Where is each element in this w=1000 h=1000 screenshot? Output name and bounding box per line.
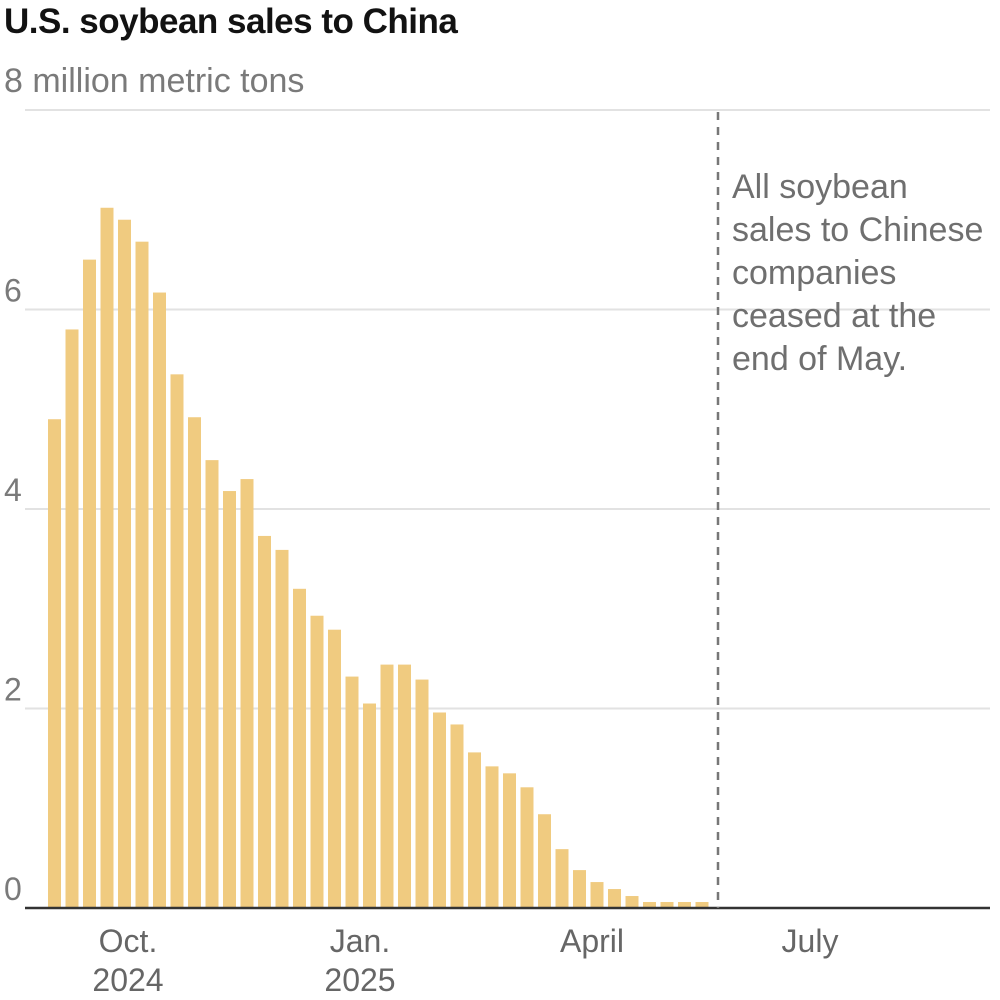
bar <box>310 615 324 908</box>
bar <box>503 773 516 908</box>
bar <box>660 902 674 908</box>
bar <box>153 292 166 909</box>
bar <box>678 902 691 908</box>
bar <box>258 535 271 908</box>
y-tick-label: 4 <box>4 472 22 508</box>
bar <box>485 766 499 908</box>
bar <box>573 870 586 908</box>
y-tick-label: 2 <box>4 672 22 708</box>
bar <box>188 417 201 908</box>
bar <box>520 787 534 908</box>
bar <box>135 241 149 909</box>
bar <box>415 679 429 908</box>
x-tick-label: Jan. <box>330 923 390 959</box>
annotation: All soybean sales to Chinese companies c… <box>732 168 984 378</box>
bar <box>328 629 341 908</box>
bar <box>555 849 569 908</box>
x-tick-label: July <box>782 923 839 959</box>
y-tick-label: 6 <box>4 273 22 309</box>
bar <box>65 329 79 908</box>
bar <box>625 896 639 908</box>
x-tick-year: 2024 <box>92 962 163 998</box>
bar <box>398 664 411 908</box>
bar <box>363 703 376 908</box>
bar <box>223 491 236 908</box>
bar <box>48 419 61 908</box>
y-axis-top-label: 8 million metric tons <box>4 62 305 100</box>
x-tick-label: April <box>560 923 624 959</box>
bar <box>100 207 114 908</box>
bar <box>170 374 184 908</box>
bar <box>345 676 359 908</box>
bar <box>205 460 219 908</box>
bar <box>293 588 306 908</box>
bar <box>380 664 394 908</box>
chart-title: U.S. soybean sales to China <box>4 2 458 41</box>
bar <box>275 549 289 908</box>
bar <box>643 902 656 908</box>
bar <box>450 724 464 908</box>
bar <box>433 712 446 908</box>
bar <box>83 259 96 908</box>
bar <box>590 882 604 908</box>
bar <box>118 219 131 909</box>
bar <box>695 902 709 908</box>
x-tick-year: 2025 <box>324 962 395 998</box>
bar <box>468 752 481 908</box>
y-tick-label: 0 <box>4 871 22 907</box>
bar <box>538 814 551 908</box>
x-tick-label: Oct. <box>99 923 158 959</box>
bar <box>240 479 254 908</box>
bar <box>608 889 621 908</box>
